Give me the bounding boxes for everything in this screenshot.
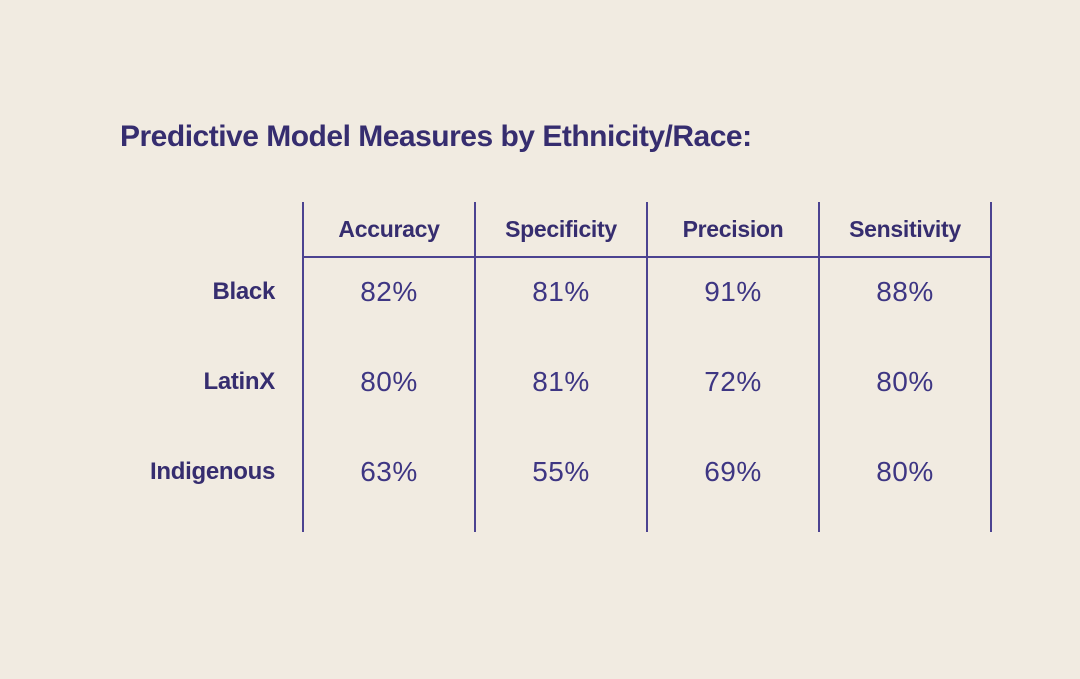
- table-column-divider: [818, 202, 820, 532]
- cell-value: 82%: [360, 276, 418, 307]
- table-grid: Accuracy Specificity Precision Sensitivi…: [120, 202, 991, 527]
- data-table: Accuracy Specificity Precision Sensitivi…: [120, 202, 993, 532]
- column-header-precision: Precision: [682, 216, 784, 242]
- column-header-accuracy: Accuracy: [338, 216, 440, 242]
- cell-value: 88%: [876, 276, 934, 307]
- table-header-divider: [303, 256, 991, 258]
- cell-value: 72%: [704, 366, 762, 397]
- row-label-black: Black: [212, 278, 275, 305]
- table-column-divider: [990, 202, 992, 532]
- column-header-sensitivity: Sensitivity: [849, 216, 961, 242]
- cell-value: 80%: [876, 366, 934, 397]
- table-column-divider: [302, 202, 304, 532]
- table-column-divider: [474, 202, 476, 532]
- page-title: Predictive Model Measures by Ethnicity/R…: [120, 120, 752, 153]
- column-header-specificity: Specificity: [505, 216, 617, 242]
- row-label-indigenous: Indigenous: [150, 458, 275, 485]
- row-label-latinx: LatinX: [203, 368, 275, 395]
- cell-value: 91%: [704, 276, 762, 307]
- cell-value: 55%: [532, 456, 590, 487]
- cell-value: 63%: [360, 456, 418, 487]
- cell-value: 80%: [360, 366, 418, 397]
- cell-value: 81%: [532, 366, 590, 397]
- table-column-divider: [646, 202, 648, 532]
- cell-value: 69%: [704, 456, 762, 487]
- cell-value: 80%: [876, 456, 934, 487]
- cell-value: 81%: [532, 276, 590, 307]
